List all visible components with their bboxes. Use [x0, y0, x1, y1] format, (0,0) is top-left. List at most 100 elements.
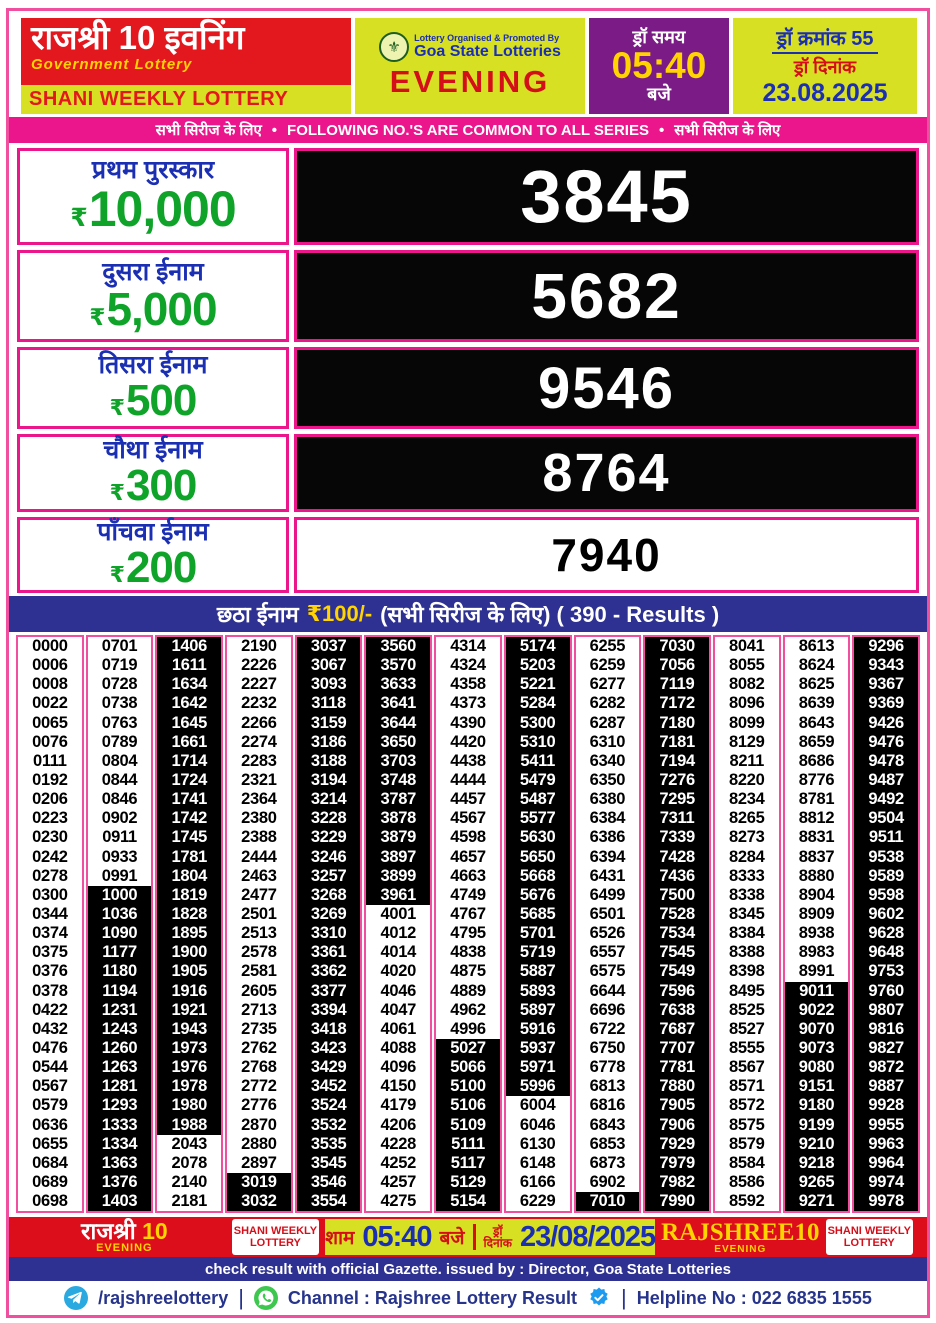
result-number: 9963 [854, 1134, 918, 1154]
result-number: 5719 [505, 943, 570, 963]
result-number: 9080 [784, 1058, 849, 1078]
footer-date-label: ड्रॉ दिनांक [483, 1224, 512, 1250]
result-number: 6902 [575, 1172, 640, 1193]
results-column: 1406 1611 1634 1642 1645 1661 1714 1724 1741 1742… [155, 635, 224, 1213]
result-number: 3118 [296, 694, 361, 714]
result-number: 9978 [854, 1192, 918, 1212]
result-number: 3394 [296, 1000, 361, 1020]
result-number: 9369 [854, 694, 918, 714]
result-number: 9180 [784, 1096, 849, 1116]
organiser-row: ⚜ Lottery Organised & Promoted By Goa St… [379, 32, 561, 62]
result-number: 8572 [714, 1096, 779, 1116]
result-number: 4257 [366, 1172, 431, 1193]
result-number: 4046 [366, 981, 431, 1001]
result-number: 3429 [296, 1058, 361, 1078]
result-number: 9538 [854, 847, 918, 867]
results-column: 6255 6259 6277 6282 6287 6310 6340 6350 6380 6384… [573, 635, 642, 1213]
draw-time-value: 05:40 [611, 44, 707, 86]
result-number: 5106 [436, 1096, 500, 1116]
prize-1-amount: ₹10,000 [70, 181, 236, 238]
result-number: 7276 [645, 770, 709, 791]
result-number: 3228 [296, 809, 361, 829]
result-number: 8579 [714, 1134, 779, 1154]
result-number: 8129 [714, 732, 779, 752]
result-number: 1406 [157, 637, 222, 657]
helpline-number[interactable]: Helpline No : 022 6835 1555 [636, 1287, 872, 1308]
rupee-icon: ₹ [109, 481, 125, 507]
banner-center: FOLLOWING NO.'S ARE COMMON TO ALL SERIES [287, 121, 649, 139]
result-number: 1819 [157, 885, 222, 905]
result-number: 1973 [157, 1038, 222, 1059]
channel-label[interactable]: Channel : Rajshree Lottery Result [287, 1287, 577, 1308]
result-number: 9974 [854, 1172, 918, 1193]
result-number: 3423 [296, 1038, 361, 1059]
prize-row-3: तिसरा ईनाम ₹500 9546 [17, 347, 919, 429]
rupee-icon: ₹ [109, 563, 125, 589]
result-number: 4444 [436, 770, 500, 791]
telegram-handle[interactable]: /rajshreelottery [98, 1287, 229, 1308]
telegram-icon[interactable] [64, 1286, 89, 1310]
result-number: 5310 [505, 732, 570, 752]
result-number: 5893 [505, 981, 570, 1001]
result-number: 2181 [157, 1192, 222, 1212]
result-number: 8624 [784, 656, 849, 676]
result-number: 4795 [436, 924, 500, 944]
prize-4-number: 8764 [294, 434, 919, 512]
prize-3-number: 9546 [294, 347, 919, 429]
result-number: 4228 [366, 1134, 431, 1154]
prize-row-5: पाँचवा ईनाम ₹200 7940 [17, 517, 919, 593]
sixth-prize-note: (सभी सिरीज के लिए) ( 390 - Results ) [380, 602, 720, 627]
result-number: 7906 [645, 1115, 709, 1135]
footer-time-suffix: बजे [439, 1228, 465, 1249]
result-number: 5676 [505, 885, 570, 905]
result-number: 9628 [854, 924, 918, 944]
result-number: 5284 [505, 694, 570, 714]
result-number: 4889 [436, 981, 500, 1001]
result-number: 7172 [645, 694, 709, 714]
whatsapp-icon[interactable] [253, 1286, 278, 1310]
prize-table: प्रथम पुरस्कार ₹10,000 3845 दुसरा ईनाम ₹… [9, 143, 927, 596]
prize-4-label: चौथा ईनाम [103, 435, 203, 464]
result-number: 7982 [645, 1172, 709, 1193]
result-number: 5897 [505, 1000, 570, 1020]
result-number: 5066 [436, 1058, 500, 1078]
result-number: 1177 [87, 943, 152, 963]
result-number: 3644 [366, 713, 431, 733]
result-number: 4096 [366, 1058, 431, 1078]
result-number: 6287 [575, 713, 640, 733]
result-number: 1900 [157, 943, 222, 963]
result-number: 2713 [227, 1000, 291, 1020]
header-left: राजश्री 10 इवनिंग Government Lottery SHA… [21, 18, 351, 114]
result-number: 1611 [157, 656, 222, 676]
result-number: 0223 [18, 809, 82, 829]
prize-row-4: चौथा ईनाम ₹300 8764 [17, 434, 919, 512]
result-number: 4390 [436, 713, 500, 733]
result-number: 8571 [714, 1077, 779, 1097]
result-number: 6778 [575, 1058, 640, 1078]
result-number: 3362 [296, 962, 361, 982]
result-number: 8613 [784, 637, 849, 657]
result-number: 8284 [714, 847, 779, 867]
result-number: 3897 [366, 847, 431, 867]
organiser-box: ⚜ Lottery Organised & Promoted By Goa St… [355, 18, 585, 114]
result-number: 8265 [714, 809, 779, 829]
result-number: 3524 [296, 1096, 361, 1116]
result-number: 7781 [645, 1058, 709, 1078]
result-number: 0544 [18, 1058, 82, 1078]
result-number: 9511 [854, 828, 918, 848]
result-number: 8837 [784, 847, 849, 867]
result-number: 3032 [227, 1192, 291, 1212]
content-frame: राजश्री 10 इवनिंग Government Lottery SHA… [6, 8, 930, 1318]
result-number: 9598 [854, 885, 918, 905]
result-number: 2283 [227, 751, 291, 771]
result-number: 1281 [87, 1077, 152, 1097]
footer-brand-right-session: EVENING [714, 1243, 767, 1255]
result-number: 5300 [505, 713, 570, 733]
result-number: 9022 [784, 1000, 849, 1020]
result-number: 8345 [714, 904, 779, 925]
result-number: 6816 [575, 1096, 640, 1116]
result-number: 1781 [157, 847, 222, 867]
result-number: 4420 [436, 732, 500, 752]
draw-info-box: ड्रॉ क्रमांक 55 ड्रॉ दिनांक 23.08.2025 [733, 18, 917, 114]
result-number: 5117 [436, 1153, 500, 1173]
